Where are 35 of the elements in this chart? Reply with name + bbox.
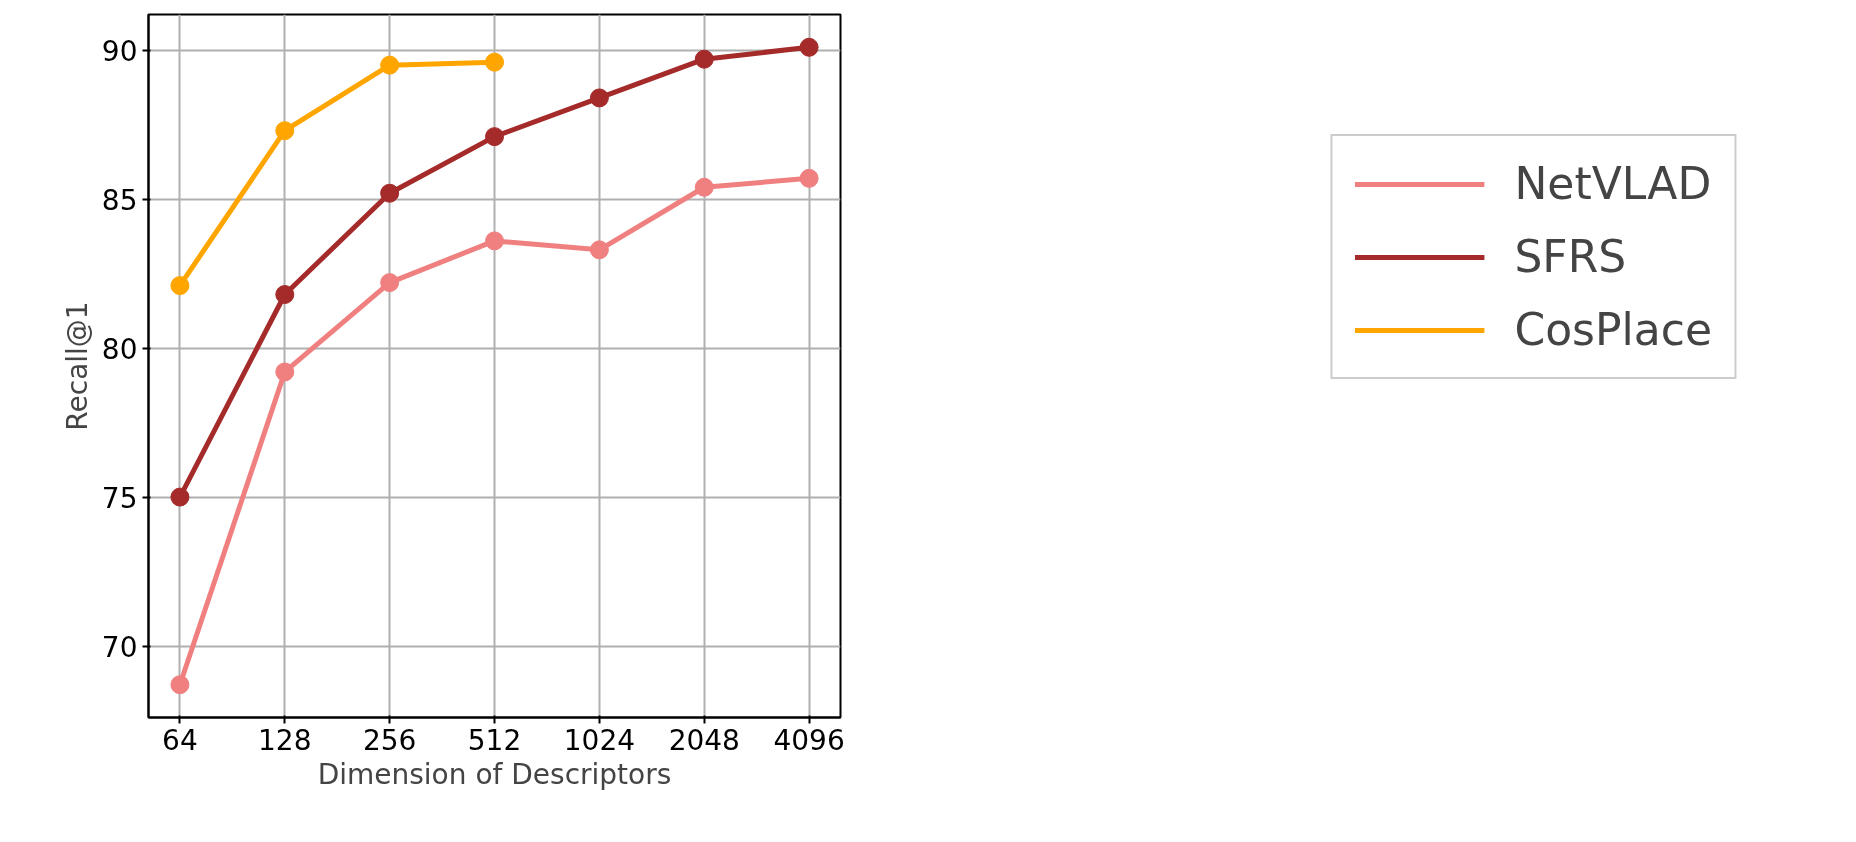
x-tick-label: 512	[467, 723, 522, 757]
point	[485, 231, 505, 251]
point	[799, 37, 819, 57]
point	[485, 127, 505, 147]
point	[275, 121, 295, 141]
y-tick-label: 85	[101, 183, 138, 217]
x-tick-label: 128	[258, 723, 312, 757]
point	[694, 49, 714, 69]
x-tick-label: 1024	[563, 723, 636, 757]
x-tick-label: 256	[362, 723, 417, 757]
y-tick-label: 90	[101, 34, 138, 68]
point	[589, 240, 609, 260]
point	[380, 273, 400, 293]
y-tick-label: 75	[101, 481, 138, 515]
point	[275, 362, 295, 382]
point	[170, 276, 190, 296]
x-tick-label: 2048	[668, 723, 740, 757]
y-axis-title: Recall@1	[60, 301, 94, 431]
x-axis-title: Dimension of Descriptors	[317, 757, 672, 791]
point	[170, 675, 190, 695]
point	[589, 88, 609, 108]
point	[380, 183, 400, 203]
point	[170, 487, 190, 507]
x-tick-label: 4096	[773, 723, 845, 757]
legend-label: NetVLAD	[1514, 158, 1712, 209]
point	[275, 285, 295, 304]
y-tick-label: 80	[101, 332, 138, 366]
y-tick-label: 70	[101, 630, 138, 664]
x-tick-label: 64	[162, 723, 198, 757]
point	[380, 55, 400, 75]
point	[485, 52, 505, 72]
legend-label: SFRS	[1514, 231, 1627, 282]
point	[799, 168, 819, 188]
point	[694, 177, 714, 197]
legend-label: CosPlace	[1514, 304, 1712, 355]
